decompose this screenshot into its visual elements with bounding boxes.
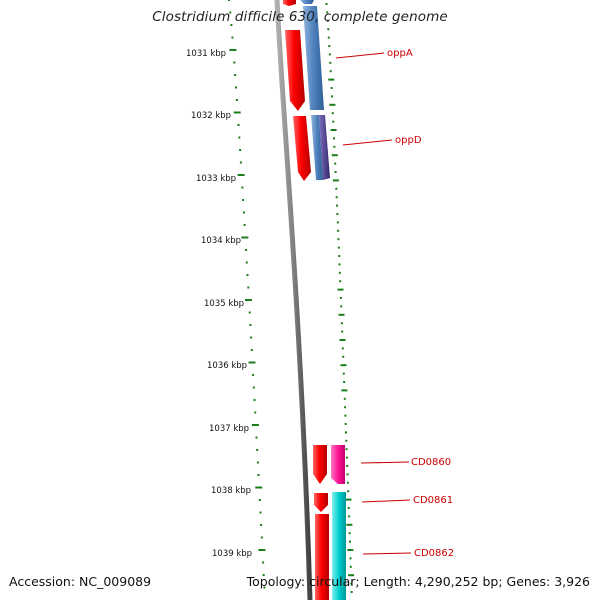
gene-labels: oppA oppD CD0860 CD0861 CD0862	[387, 48, 454, 559]
ruler-label-1031: 1031 kbp	[186, 49, 226, 59]
ruler-label-1036: 1036 kbp	[207, 361, 247, 371]
ruler-label-1037: 1037 kbp	[209, 424, 249, 434]
gene-label-CD0861[interactable]: CD0861	[413, 495, 453, 506]
gene-label-lines	[335, 52, 412, 555]
genome-summary-text: Topology: circular; Length: 4,290,252 bp…	[246, 574, 590, 589]
ruler-label-1039: 1039 kbp	[212, 549, 252, 559]
gene-label-oppD[interactable]: oppD	[395, 135, 422, 146]
outer-dotted-ring	[325, 3, 355, 593]
gene-CD0860-reverse[interactable]	[331, 445, 345, 484]
ruler-label-1032: 1032 kbp	[191, 111, 231, 121]
gene-CD0862-forward[interactable]	[315, 514, 329, 600]
gene-oppD-forward[interactable]	[293, 116, 311, 181]
genome-backbone	[274, 0, 313, 600]
ruler-ticks	[228, 0, 266, 589]
ruler-label-1034: 1034 kbp	[201, 236, 241, 246]
forward-strand-features	[283, 0, 329, 600]
accession-text: Accession: NC_009089	[9, 574, 152, 589]
gene-CD0860-forward[interactable]	[313, 445, 327, 484]
ruler-labels: 1031 kbp 1032 kbp 1033 kbp 1034 kbp 1035…	[186, 49, 252, 559]
gene-CD0861-reverse[interactable]	[332, 492, 346, 600]
gene-label-CD0862[interactable]: CD0862	[414, 548, 454, 559]
ruler-label-1038: 1038 kbp	[211, 486, 251, 496]
gene-CD0861-forward[interactable]	[314, 493, 328, 512]
gene-oppA-forward[interactable]	[285, 30, 305, 111]
ruler-label-1033: 1033 kbp	[196, 174, 236, 184]
reverse-strand-features	[300, 0, 346, 600]
gene-block-top-forward[interactable]	[283, 0, 296, 6]
map-title: Clostridium difficile 630, complete geno…	[152, 9, 448, 25]
ruler-label-1035: 1035 kbp	[204, 299, 244, 309]
gene-label-CD0860[interactable]: CD0860	[411, 457, 451, 468]
gene-label-oppA[interactable]: oppA	[387, 48, 413, 59]
gene-oppD-reverse-accent[interactable]	[319, 115, 330, 180]
gene-oppA-reverse[interactable]	[303, 6, 324, 110]
gene-block-top-reverse[interactable]	[300, 0, 314, 4]
